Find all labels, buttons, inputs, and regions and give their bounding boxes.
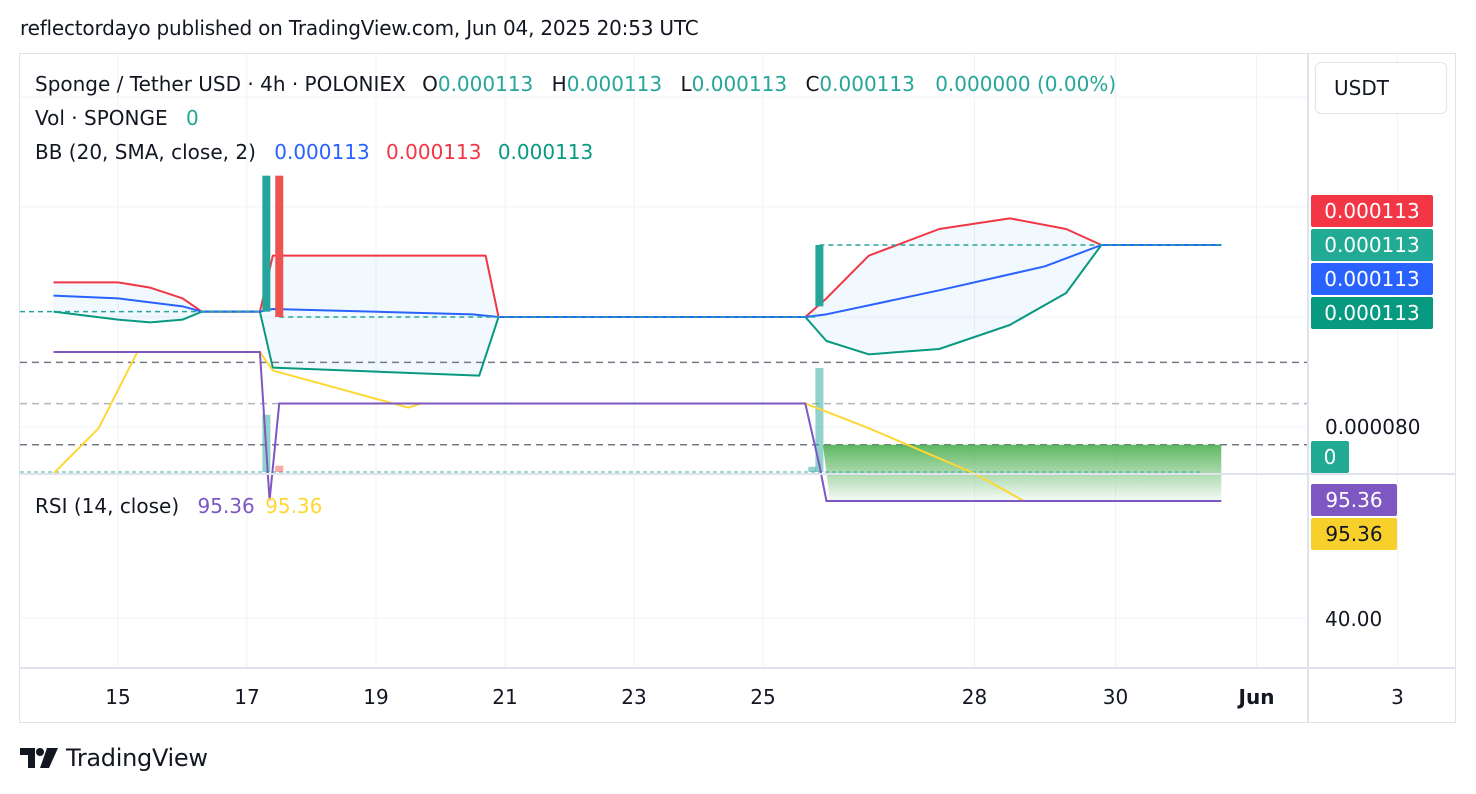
- time-tick-label: 30: [1102, 685, 1129, 709]
- time-tick-label: Jun: [1238, 685, 1275, 709]
- symbol-title[interactable]: Sponge / Tether USD · 4h · POLONIEX: [35, 72, 406, 96]
- time-tick-label: 17: [234, 685, 260, 709]
- rsi-ma-value: 95.36: [265, 494, 323, 518]
- grid: [20, 54, 1398, 668]
- bb-basis-line: [53, 244, 1222, 318]
- bb-fill: [53, 218, 1222, 376]
- candle: [815, 245, 824, 307]
- low-value: 0.000113: [691, 72, 788, 96]
- time-tick-label: 28: [961, 685, 988, 709]
- separators: [20, 54, 1456, 722]
- last-price-tag: 0.000113: [1311, 229, 1433, 261]
- bb-basis-tag: 0.000113: [1311, 263, 1433, 295]
- time-tick-label: 23: [621, 685, 647, 709]
- volume-bar: [275, 465, 284, 472]
- bb-label[interactable]: BB (20, SMA, close, 2): [35, 140, 256, 164]
- high-value: 0.000113: [566, 72, 663, 96]
- tradingview-logo-icon: [20, 748, 58, 768]
- bb-lower-value: 0.000113: [497, 140, 594, 164]
- low-label: L: [680, 72, 692, 96]
- close-value: 0.000113: [819, 72, 915, 96]
- candle: [275, 175, 284, 317]
- rsi-legend: RSI (14, close) 95.36 95.36: [35, 494, 326, 518]
- time-tick-label: 19: [363, 685, 389, 709]
- volume-tag: 0: [1311, 441, 1349, 473]
- chart-frame: [19, 53, 1456, 723]
- tradingview-logo[interactable]: TradingView: [20, 744, 208, 772]
- bb-upper-value: 0.000113: [386, 140, 482, 164]
- price-tick-label: 0.000080: [1325, 415, 1421, 439]
- bb-legend: BB (20, SMA, close, 2) 0.000113 0.000113…: [35, 140, 597, 164]
- rsi-tag: 95.36: [1311, 484, 1397, 516]
- time-tick-label: 21: [492, 685, 518, 709]
- volume-legend: Vol · SPONGE 0: [35, 106, 203, 130]
- change-value: 0.000000 (0.00%): [935, 72, 1117, 96]
- candles: [262, 175, 824, 317]
- close-label: C: [805, 72, 820, 96]
- rsi-ma-line: [52, 351, 1222, 502]
- rsi-band: [20, 361, 1308, 501]
- tradingview-brand: TradingView: [66, 744, 208, 772]
- high-label: H: [551, 72, 567, 96]
- bb-lower-tag: 0.000113: [1311, 297, 1433, 329]
- volume-bar: [808, 466, 817, 472]
- publish-info: reflectordayo published on TradingView.c…: [20, 16, 699, 40]
- candle: [262, 175, 271, 312]
- volume-value: 0: [185, 106, 199, 130]
- open-value: 0.000113: [437, 72, 534, 96]
- rsi-label[interactable]: RSI (14, close): [35, 494, 180, 518]
- rsi-tick-label: 40.00: [1325, 607, 1383, 631]
- rsi-overbought-fill: [822, 444, 1222, 501]
- volume-bar: [815, 368, 824, 472]
- bb-upper-tag: 0.000113: [1311, 195, 1433, 227]
- rsi-ma-tag: 95.36: [1311, 518, 1397, 550]
- bollinger-bands: [20, 217, 1222, 377]
- currency-button[interactable]: USDT: [1315, 62, 1447, 114]
- time-tick-label: 25: [750, 685, 776, 709]
- rsi-lines: [52, 351, 1222, 502]
- open-label: O: [422, 72, 438, 96]
- rsi-line: [53, 351, 1222, 502]
- volume-label[interactable]: Vol · SPONGE: [35, 106, 168, 130]
- time-tick-label: 15: [105, 685, 131, 709]
- symbol-legend: Sponge / Tether USD · 4h · POLONIEX O0.0…: [35, 72, 1120, 96]
- rsi-value: 95.36: [197, 494, 255, 518]
- bb-basis-value: 0.000113: [274, 140, 370, 164]
- time-tick-label: 3: [1391, 685, 1404, 709]
